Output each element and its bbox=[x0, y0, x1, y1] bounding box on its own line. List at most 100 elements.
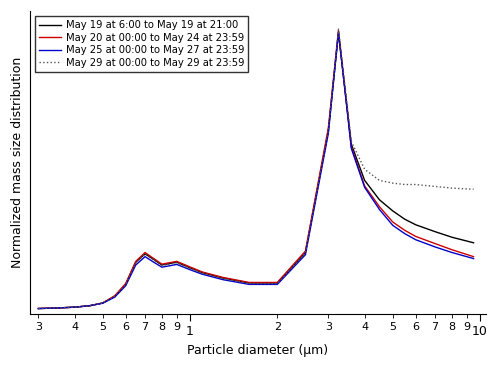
May 29 at 00:00 to May 29 at 23:59 bbox=[376, 178, 382, 183]
May 25 at 00:00 to May 27 at 23:59 bbox=[449, 250, 455, 255]
May 20 at 00:00 to May 24 at 23:59 bbox=[151, 256, 157, 261]
May 20 at 00:00 to May 24 at 23:59 bbox=[246, 280, 252, 285]
May 25 at 00:00 to May 27 at 23:59 bbox=[348, 146, 354, 151]
May 25 at 00:00 to May 27 at 23:59 bbox=[100, 301, 105, 305]
May 19 at 6:00 to May 19 at 21:00 bbox=[100, 301, 105, 305]
Line: May 29 at 00:00 to May 29 at 23:59: May 29 at 00:00 to May 29 at 23:59 bbox=[38, 29, 474, 308]
May 20 at 00:00 to May 24 at 23:59 bbox=[174, 259, 180, 263]
May 19 at 6:00 to May 19 at 21:00 bbox=[122, 282, 128, 287]
May 25 at 00:00 to May 27 at 23:59 bbox=[362, 185, 368, 190]
May 29 at 00:00 to May 29 at 23:59 bbox=[151, 258, 157, 262]
May 19 at 6:00 to May 19 at 21:00 bbox=[302, 250, 308, 255]
May 25 at 00:00 to May 27 at 23:59 bbox=[86, 304, 92, 308]
May 29 at 00:00 to May 29 at 23:59 bbox=[174, 261, 180, 265]
May 19 at 6:00 to May 19 at 21:00 bbox=[112, 294, 117, 298]
May 25 at 00:00 to May 27 at 23:59 bbox=[132, 263, 138, 267]
May 29 at 00:00 to May 29 at 23:59 bbox=[449, 186, 455, 190]
May 25 at 00:00 to May 27 at 23:59 bbox=[246, 282, 252, 287]
May 20 at 00:00 to May 24 at 23:59 bbox=[326, 125, 332, 130]
May 19 at 6:00 to May 19 at 21:00 bbox=[142, 252, 148, 256]
May 20 at 00:00 to May 24 at 23:59 bbox=[100, 301, 105, 305]
May 20 at 00:00 to May 24 at 23:59 bbox=[470, 254, 476, 259]
May 25 at 00:00 to May 27 at 23:59 bbox=[376, 207, 382, 212]
May 29 at 00:00 to May 29 at 23:59 bbox=[142, 252, 148, 256]
Line: May 25 at 00:00 to May 27 at 23:59: May 25 at 00:00 to May 27 at 23:59 bbox=[38, 32, 474, 308]
May 19 at 6:00 to May 19 at 21:00 bbox=[470, 241, 476, 245]
X-axis label: Particle diameter (μm): Particle diameter (μm) bbox=[188, 344, 328, 357]
May 20 at 00:00 to May 24 at 23:59 bbox=[390, 220, 396, 224]
May 29 at 00:00 to May 29 at 23:59 bbox=[402, 182, 407, 187]
May 29 at 00:00 to May 29 at 23:59 bbox=[348, 139, 354, 144]
May 25 at 00:00 to May 27 at 23:59 bbox=[432, 245, 438, 249]
May 19 at 6:00 to May 19 at 21:00 bbox=[449, 235, 455, 240]
May 29 at 00:00 to May 29 at 23:59 bbox=[55, 306, 61, 310]
May 19 at 6:00 to May 19 at 21:00 bbox=[199, 270, 205, 275]
May 20 at 00:00 to May 24 at 23:59 bbox=[432, 241, 438, 246]
May 25 at 00:00 to May 27 at 23:59 bbox=[159, 265, 165, 269]
Y-axis label: Normalized mass size distribution: Normalized mass size distribution bbox=[11, 57, 24, 268]
May 29 at 00:00 to May 29 at 23:59 bbox=[132, 261, 138, 265]
May 29 at 00:00 to May 29 at 23:59 bbox=[470, 187, 476, 191]
May 20 at 00:00 to May 24 at 23:59 bbox=[36, 306, 42, 311]
May 19 at 6:00 to May 19 at 21:00 bbox=[336, 31, 342, 36]
May 19 at 6:00 to May 19 at 21:00 bbox=[362, 178, 368, 183]
May 25 at 00:00 to May 27 at 23:59 bbox=[390, 223, 396, 227]
Legend: May 19 at 6:00 to May 19 at 21:00, May 20 at 00:00 to May 24 at 23:59, May 25 at: May 19 at 6:00 to May 19 at 21:00, May 2… bbox=[34, 16, 248, 72]
May 25 at 00:00 to May 27 at 23:59 bbox=[151, 260, 157, 265]
May 29 at 00:00 to May 29 at 23:59 bbox=[36, 306, 42, 311]
May 20 at 00:00 to May 24 at 23:59 bbox=[348, 145, 354, 149]
May 19 at 6:00 to May 19 at 21:00 bbox=[174, 260, 180, 265]
May 20 at 00:00 to May 24 at 23:59 bbox=[132, 259, 138, 263]
May 19 at 6:00 to May 19 at 21:00 bbox=[187, 266, 193, 270]
May 20 at 00:00 to May 24 at 23:59 bbox=[55, 306, 61, 310]
May 19 at 6:00 to May 19 at 21:00 bbox=[412, 223, 418, 227]
May 19 at 6:00 to May 19 at 21:00 bbox=[159, 263, 165, 267]
Line: May 20 at 00:00 to May 24 at 23:59: May 20 at 00:00 to May 24 at 23:59 bbox=[38, 31, 474, 308]
May 20 at 00:00 to May 24 at 23:59 bbox=[376, 205, 382, 209]
May 20 at 00:00 to May 24 at 23:59 bbox=[142, 250, 148, 255]
May 19 at 6:00 to May 19 at 21:00 bbox=[348, 142, 354, 146]
May 25 at 00:00 to May 27 at 23:59 bbox=[72, 305, 78, 309]
May 19 at 6:00 to May 19 at 21:00 bbox=[36, 306, 42, 311]
May 29 at 00:00 to May 29 at 23:59 bbox=[362, 167, 368, 171]
May 29 at 00:00 to May 29 at 23:59 bbox=[112, 294, 117, 298]
May 25 at 00:00 to May 27 at 23:59 bbox=[470, 256, 476, 261]
May 29 at 00:00 to May 29 at 23:59 bbox=[390, 181, 396, 185]
May 19 at 6:00 to May 19 at 21:00 bbox=[132, 260, 138, 265]
May 19 at 6:00 to May 19 at 21:00 bbox=[246, 281, 252, 285]
May 19 at 6:00 to May 19 at 21:00 bbox=[326, 128, 332, 132]
May 29 at 00:00 to May 29 at 23:59 bbox=[246, 282, 252, 286]
May 25 at 00:00 to May 27 at 23:59 bbox=[412, 237, 418, 242]
May 25 at 00:00 to May 27 at 23:59 bbox=[55, 306, 61, 310]
May 25 at 00:00 to May 27 at 23:59 bbox=[220, 277, 226, 282]
May 20 at 00:00 to May 24 at 23:59 bbox=[220, 275, 226, 280]
May 19 at 6:00 to May 19 at 21:00 bbox=[72, 305, 78, 309]
May 20 at 00:00 to May 24 at 23:59 bbox=[199, 270, 205, 274]
May 20 at 00:00 to May 24 at 23:59 bbox=[402, 228, 407, 233]
May 25 at 00:00 to May 27 at 23:59 bbox=[122, 284, 128, 288]
May 29 at 00:00 to May 29 at 23:59 bbox=[199, 271, 205, 275]
May 25 at 00:00 to May 27 at 23:59 bbox=[402, 231, 407, 236]
May 19 at 6:00 to May 19 at 21:00 bbox=[274, 281, 280, 285]
May 29 at 00:00 to May 29 at 23:59 bbox=[336, 27, 342, 31]
May 29 at 00:00 to May 29 at 23:59 bbox=[302, 251, 308, 255]
May 29 at 00:00 to May 29 at 23:59 bbox=[274, 282, 280, 286]
May 25 at 00:00 to May 27 at 23:59 bbox=[187, 268, 193, 272]
May 20 at 00:00 to May 24 at 23:59 bbox=[362, 184, 368, 188]
May 25 at 00:00 to May 27 at 23:59 bbox=[302, 252, 308, 257]
May 29 at 00:00 to May 29 at 23:59 bbox=[122, 283, 128, 287]
May 20 at 00:00 to May 24 at 23:59 bbox=[159, 262, 165, 266]
May 19 at 6:00 to May 19 at 21:00 bbox=[432, 230, 438, 234]
May 29 at 00:00 to May 29 at 23:59 bbox=[159, 263, 165, 268]
May 25 at 00:00 to May 27 at 23:59 bbox=[336, 30, 342, 34]
May 25 at 00:00 to May 27 at 23:59 bbox=[112, 295, 117, 299]
May 29 at 00:00 to May 29 at 23:59 bbox=[412, 182, 418, 187]
May 20 at 00:00 to May 24 at 23:59 bbox=[274, 280, 280, 285]
May 19 at 6:00 to May 19 at 21:00 bbox=[220, 276, 226, 280]
Line: May 19 at 6:00 to May 19 at 21:00: May 19 at 6:00 to May 19 at 21:00 bbox=[38, 33, 474, 308]
May 29 at 00:00 to May 29 at 23:59 bbox=[86, 304, 92, 308]
May 20 at 00:00 to May 24 at 23:59 bbox=[302, 249, 308, 253]
May 29 at 00:00 to May 29 at 23:59 bbox=[100, 301, 105, 305]
May 20 at 00:00 to May 24 at 23:59 bbox=[449, 248, 455, 252]
May 29 at 00:00 to May 29 at 23:59 bbox=[432, 184, 438, 189]
